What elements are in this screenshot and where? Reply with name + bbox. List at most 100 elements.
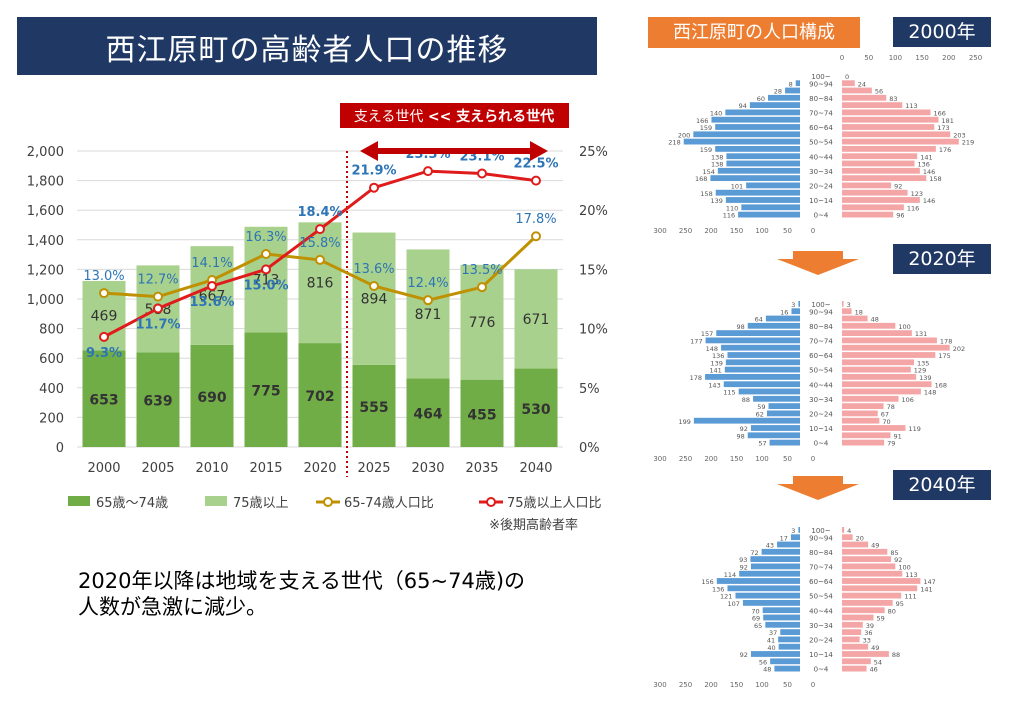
pyramid-age-label: 20~24 bbox=[809, 637, 833, 645]
pyramid-male-bar bbox=[791, 308, 800, 315]
point-75-plus-ratio bbox=[207, 280, 217, 291]
pyramid-female-bar bbox=[842, 381, 932, 388]
y2-tick-label: 5% bbox=[579, 382, 600, 397]
bar-75-plus bbox=[514, 269, 558, 369]
pyramid-male-value: 136 bbox=[712, 352, 724, 360]
pyramid-age-label: 100~ bbox=[811, 527, 830, 535]
pyramid-female-bar bbox=[842, 621, 863, 628]
y2-tick-label: 20% bbox=[579, 204, 608, 219]
pyramid-age-label: 30~34 bbox=[809, 396, 833, 404]
pyramid-male-bar bbox=[725, 359, 800, 366]
pyramid-male-bar bbox=[761, 548, 800, 555]
pyramid-age-label: 0~4 bbox=[814, 666, 829, 674]
legend-label: 65-74歳人口比 bbox=[344, 496, 434, 511]
pyramid-age-label: 80~84 bbox=[809, 95, 833, 103]
bar-value-label: 713 bbox=[253, 273, 280, 289]
pyramid-female-value: 173 bbox=[937, 124, 949, 132]
pyramid-male-value: 88 bbox=[742, 396, 750, 404]
pyramid-male-bar bbox=[727, 585, 800, 592]
pyramid-male-bar bbox=[768, 403, 800, 409]
pyramid-male-bar bbox=[705, 374, 800, 380]
pyramid-bottom-tick: 200 bbox=[704, 227, 717, 235]
pyramid-male-value: 139 bbox=[710, 359, 722, 367]
pyramid-female-value: 0 bbox=[845, 73, 849, 81]
ratio-65-74-label: 15.8% bbox=[299, 236, 340, 251]
bar-value-label: 653 bbox=[89, 393, 118, 409]
point-65-74-ratio bbox=[531, 231, 541, 242]
ratio-75-plus-label: 15.0% bbox=[243, 278, 288, 293]
pyramid-female-bar bbox=[842, 439, 885, 446]
pyramid-bottom-tick: 150 bbox=[730, 455, 743, 463]
pyramid-female-value: 85 bbox=[890, 549, 898, 557]
pyramid-male-bar bbox=[778, 643, 800, 650]
point-75-plus-ratio bbox=[369, 182, 379, 193]
y-tick-label: 1,200 bbox=[27, 263, 64, 278]
pyramid-age-label: 60~64 bbox=[809, 124, 833, 132]
pyramid-female-bar bbox=[842, 116, 939, 123]
pyramid-male-bar bbox=[742, 600, 800, 606]
x-tick-label: 2030 bbox=[411, 461, 444, 476]
pyramid-male-bar bbox=[774, 665, 800, 672]
pyramid-female-bar bbox=[842, 352, 936, 358]
pyramid-male-bar bbox=[770, 658, 800, 665]
pyramid-female-value: 18 bbox=[855, 308, 863, 316]
pyramid-male-value: 93 bbox=[739, 556, 747, 564]
pyramid-male-value: 62 bbox=[756, 411, 764, 419]
pyramid-male-value: 48 bbox=[763, 666, 771, 674]
bar-65-74 bbox=[82, 350, 126, 447]
pyramid-female-bar bbox=[842, 636, 860, 643]
pyramid-female-bar bbox=[842, 330, 912, 336]
pyramid-male-value: 138 bbox=[711, 153, 723, 161]
pyramid-female-bar bbox=[842, 359, 914, 366]
pyramid-male-value: 148 bbox=[706, 345, 718, 353]
pyramid-female-bar bbox=[842, 388, 921, 395]
pyramid-male-value: 59 bbox=[757, 403, 765, 411]
pyramid-male-value: 115 bbox=[723, 389, 735, 397]
pyramid-male-bar bbox=[749, 102, 800, 108]
pyramid-female-value: 176 bbox=[939, 146, 951, 154]
year-box-2020: 2020年 bbox=[893, 244, 991, 274]
pyramid-male-bar bbox=[765, 621, 800, 628]
pyramid-male-value: 3 bbox=[791, 527, 795, 535]
pyramid-female-bar bbox=[842, 87, 872, 94]
pyramid-female-bar bbox=[842, 592, 902, 599]
pyramid-male-value: 136 bbox=[712, 585, 724, 593]
pyramid-male-bar bbox=[693, 417, 800, 424]
pyramid-age-label: 0~4 bbox=[814, 212, 829, 220]
point-75-plus-ratio bbox=[315, 224, 325, 235]
pyramid-male-bar bbox=[798, 301, 800, 307]
point-75-plus-ratio bbox=[261, 264, 271, 275]
pyramid-male-bar bbox=[750, 425, 800, 431]
note-line-1: 2020年以降は地域を支える世代（65~74歳)の bbox=[78, 569, 526, 593]
pyramid-age-label: 80~84 bbox=[809, 549, 833, 557]
pyramid-female-bar bbox=[842, 374, 917, 380]
pyramid-male-value: 159 bbox=[700, 146, 712, 154]
ratio-65-74-label: 13.5% bbox=[461, 263, 502, 278]
pyramid-male-value: 72 bbox=[750, 549, 758, 557]
pyramid-male-value: 177 bbox=[690, 338, 702, 346]
point-75-plus-ratio bbox=[531, 175, 541, 186]
pyramid-male-bar bbox=[683, 138, 800, 145]
pyramid-age-label: 40~44 bbox=[809, 153, 833, 161]
pyramid-female-bar bbox=[842, 138, 959, 145]
y-tick-label: 1,800 bbox=[27, 175, 64, 190]
pyramid-female-bar bbox=[842, 109, 931, 116]
pyramid-female-value: 20 bbox=[856, 534, 864, 542]
pyramid-female-value: 59 bbox=[876, 615, 884, 623]
bar-75-plus bbox=[244, 226, 288, 333]
pyramid-male-bar bbox=[750, 651, 800, 657]
point-65-74-ratio bbox=[477, 282, 487, 293]
bar-65-74 bbox=[244, 332, 288, 447]
y-tick-label: 400 bbox=[39, 382, 64, 397]
pyramid-male-value: 140 bbox=[710, 110, 722, 118]
pyramid-bottom-tick: 250 bbox=[679, 227, 692, 235]
ratio-65-74-label: 16.3% bbox=[245, 230, 286, 245]
pyramid-bottom-tick: 50 bbox=[783, 227, 792, 235]
pyramid-male-bar bbox=[735, 592, 800, 599]
pyramid-male-value: 199 bbox=[678, 418, 690, 426]
bar-value-label: 555 bbox=[359, 400, 388, 416]
pyramid-bottom-tick: 0 bbox=[811, 681, 815, 689]
pyramid-male-bar bbox=[724, 366, 800, 373]
pyramid-male-bar bbox=[763, 614, 800, 621]
pyramid-male-value: 92 bbox=[740, 564, 748, 572]
